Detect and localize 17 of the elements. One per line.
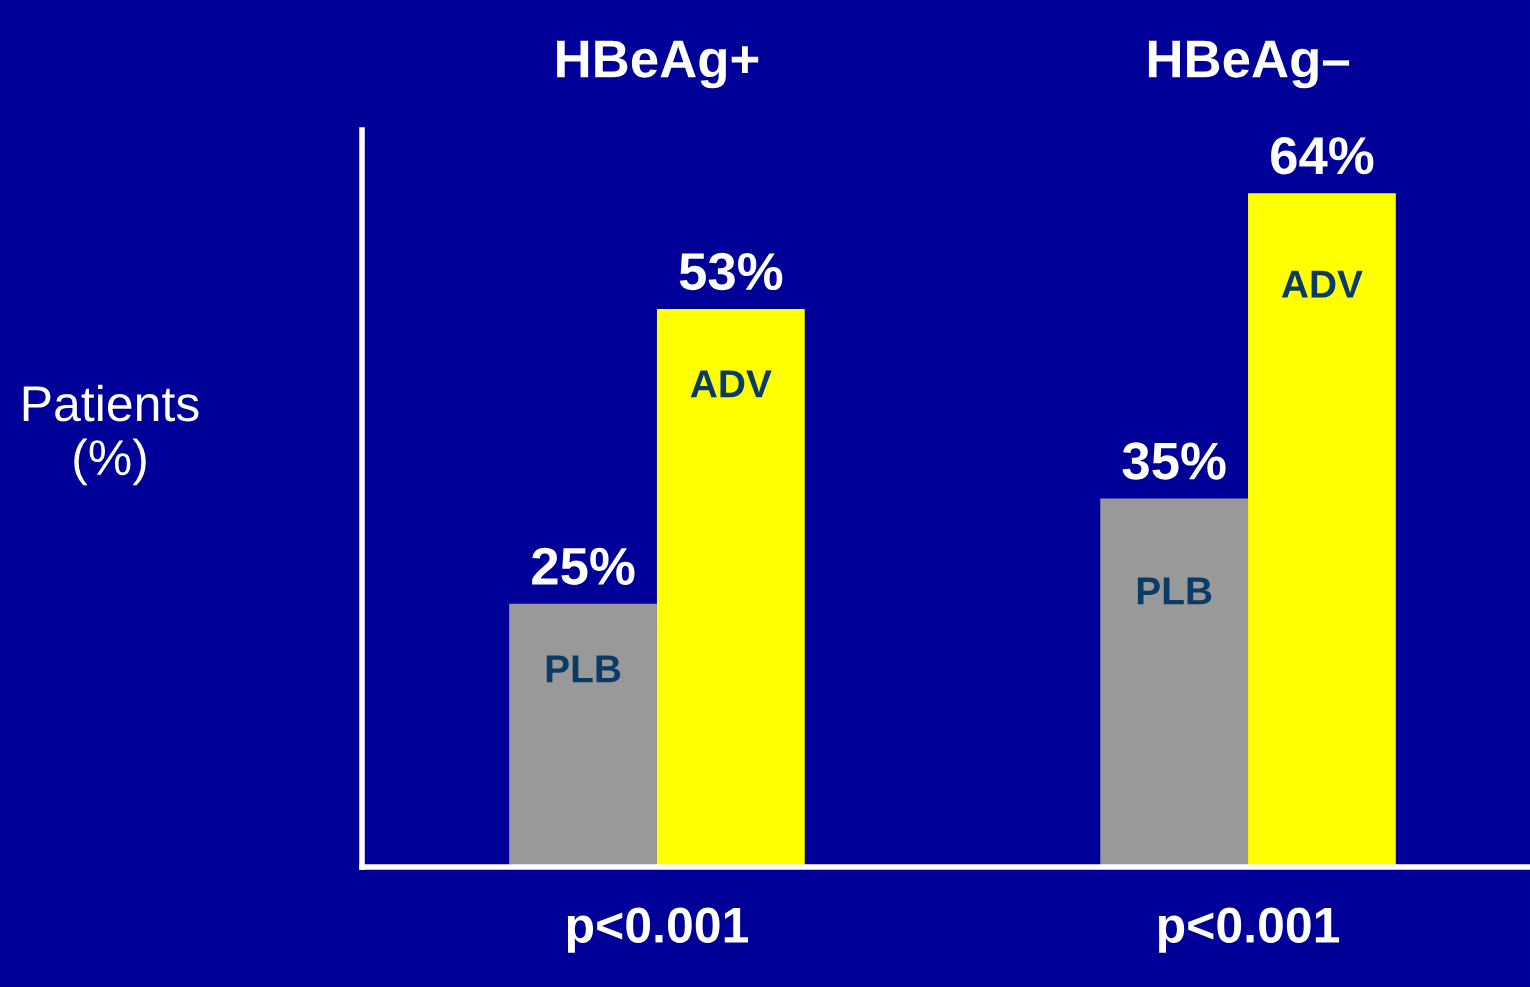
bar [1100,498,1249,867]
series-label: ADV [1281,270,1363,298]
data-label: 64% [1271,137,1374,175]
data-label: 35% [1122,442,1226,480]
text: PLB [1137,577,1212,605]
data-label: 53% [679,252,783,291]
text: p<0.001 [567,907,748,953]
text: ADV [690,370,772,398]
x-tick-label: HBeAg+ [557,40,759,89]
bar [1248,193,1396,867]
x-tick-label: HBeAg– [1148,40,1350,89]
y-axis-title: Patients (%) [23,384,199,486]
data-label: 25% [532,547,635,586]
text: p<0.001 [1158,907,1340,953]
bar [656,308,805,867]
series-label: PLB [546,655,621,683]
bar [509,603,657,867]
